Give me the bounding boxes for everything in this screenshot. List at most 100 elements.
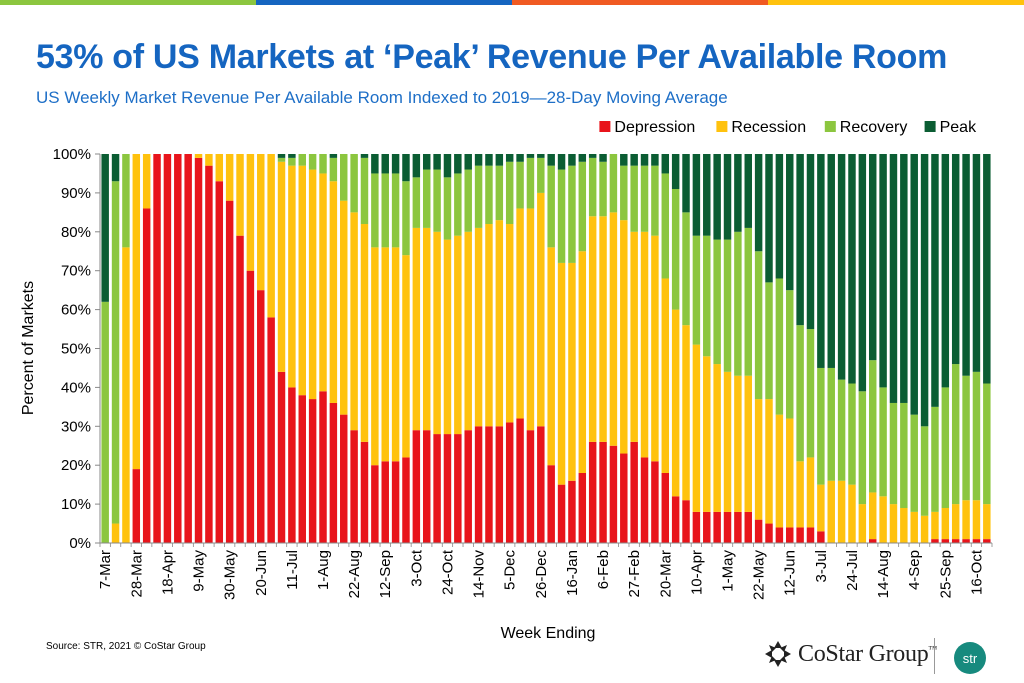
bar-recession xyxy=(122,247,130,544)
chart-legend: Depression Recession Recovery Peak xyxy=(599,119,977,136)
bar-recession xyxy=(941,507,950,540)
x-tick-label: 26-Dec xyxy=(533,550,550,599)
bar-recovery xyxy=(547,165,555,248)
bar-recession xyxy=(723,371,732,512)
bar-recovery xyxy=(765,282,773,400)
bar-peak xyxy=(464,154,472,170)
bar-depression xyxy=(931,539,939,543)
brand-bar-orange xyxy=(512,0,768,5)
bar-depression xyxy=(630,441,638,543)
bar-recovery xyxy=(308,154,317,170)
costar-wordmark: CoStar Group™ xyxy=(798,641,937,668)
bar-depression xyxy=(537,426,545,543)
bar-recovery xyxy=(329,157,338,182)
bar-peak xyxy=(630,154,638,166)
bar-depression xyxy=(319,391,327,543)
bar-recession xyxy=(225,154,234,201)
bar-depression xyxy=(568,480,576,543)
bar-recovery xyxy=(806,329,815,458)
x-tick-label: 16-Oct xyxy=(968,549,985,595)
bar-recession xyxy=(412,227,421,431)
bar-recovery xyxy=(495,165,504,221)
bar-recession xyxy=(474,227,483,427)
legend-swatch xyxy=(716,121,728,132)
bar-peak xyxy=(827,154,835,368)
bar-depression xyxy=(578,472,587,543)
bar-recession xyxy=(111,523,120,543)
bar-depression xyxy=(744,511,752,543)
x-tick-label: 27-Feb xyxy=(626,550,643,598)
x-tick-label: 22-Aug xyxy=(346,550,363,598)
bar-depression xyxy=(983,539,991,543)
brand-bar-yellow xyxy=(768,0,1024,5)
bar-depression xyxy=(516,418,524,543)
bar-recovery xyxy=(340,154,348,201)
bar-depression xyxy=(454,434,462,543)
bar-depression xyxy=(308,399,317,543)
bar-peak xyxy=(900,154,908,403)
bar-recovery xyxy=(371,173,379,248)
bar-peak xyxy=(474,154,483,166)
bar-recovery xyxy=(557,169,566,263)
bar-recession xyxy=(340,200,348,415)
str-logo: str xyxy=(954,642,986,674)
bar-depression xyxy=(609,445,618,543)
bar-peak xyxy=(858,154,867,392)
bar-recession xyxy=(132,154,141,470)
bar-peak xyxy=(329,154,338,158)
bar-depression xyxy=(246,270,255,543)
bar-depression xyxy=(422,430,431,543)
bar-depression xyxy=(661,472,670,543)
bar-recovery xyxy=(879,387,887,497)
bar-depression xyxy=(972,539,981,543)
bar-recovery xyxy=(319,154,327,174)
x-tick-label: 1-May xyxy=(720,550,737,592)
bar-peak xyxy=(557,154,566,170)
bar-depression xyxy=(277,371,286,543)
x-tick-label: 9-May xyxy=(191,550,208,592)
bar-recovery xyxy=(454,173,462,236)
bar-peak xyxy=(868,154,877,361)
bar-depression xyxy=(205,165,213,544)
bar-depression xyxy=(734,511,742,543)
bar-peak xyxy=(682,154,690,213)
bar-depression xyxy=(412,430,421,543)
bar-recession xyxy=(298,165,306,396)
x-tick-label: 1-Aug xyxy=(315,550,332,590)
x-tick-label: 4-Sep xyxy=(906,550,923,590)
bar-peak xyxy=(422,154,431,170)
bar-depression xyxy=(485,426,493,543)
x-tick-label: 7-Mar xyxy=(97,550,114,589)
bar-recession xyxy=(951,504,960,540)
bar-recession xyxy=(433,231,441,435)
bar-depression xyxy=(153,154,161,543)
x-tick-label: 16-Jan xyxy=(564,550,581,596)
bar-recession xyxy=(599,216,607,442)
bar-recession xyxy=(703,356,711,512)
bar-recession xyxy=(713,364,721,512)
bar-recovery xyxy=(868,360,877,493)
bar-depression xyxy=(215,181,224,544)
bar-peak xyxy=(671,154,680,190)
x-tick-label: 12-Sep xyxy=(377,550,394,598)
bar-depression xyxy=(505,422,514,543)
y-tick-label: 100% xyxy=(53,146,91,163)
bar-recovery xyxy=(661,173,670,279)
bar-recession xyxy=(329,181,338,403)
x-tick-label: 14-Nov xyxy=(471,550,488,599)
costar-label: CoStar Group xyxy=(798,640,929,667)
bar-recovery xyxy=(744,227,752,376)
x-tick-label: 14-Aug xyxy=(875,550,892,598)
bar-recovery xyxy=(526,157,535,209)
bar-recession xyxy=(288,165,296,388)
bar-recession xyxy=(744,375,752,512)
bar-recovery xyxy=(630,165,638,232)
bar-peak xyxy=(485,154,493,166)
bar-recovery xyxy=(443,177,452,240)
bar-peak xyxy=(713,154,721,240)
bar-recovery xyxy=(381,173,389,248)
bar-recession xyxy=(620,220,628,454)
brand-bar-blue xyxy=(256,0,512,5)
bar-peak xyxy=(547,154,555,166)
bar-depression xyxy=(786,527,794,543)
